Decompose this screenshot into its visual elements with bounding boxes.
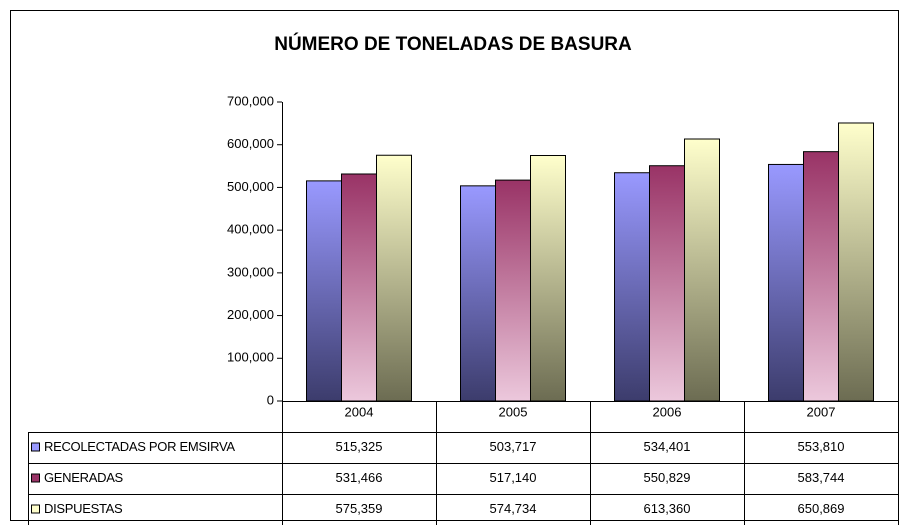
table-value: 575,359 bbox=[336, 501, 383, 516]
bar bbox=[649, 165, 685, 402]
table-value: 553,810 bbox=[798, 439, 845, 454]
chart-frame bbox=[10, 10, 899, 521]
x-tick-label: 2004 bbox=[345, 404, 374, 419]
table-value: 503,717 bbox=[490, 439, 537, 454]
table-value: 517,140 bbox=[490, 470, 537, 485]
bar bbox=[495, 179, 531, 402]
bar bbox=[306, 180, 342, 402]
y-tick-label: 100,000 bbox=[227, 350, 274, 365]
table-value: 583,744 bbox=[798, 470, 845, 485]
bar bbox=[341, 173, 377, 402]
legend-key bbox=[31, 473, 40, 483]
y-tick-label: 300,000 bbox=[227, 264, 274, 279]
table-value: 574,734 bbox=[490, 501, 537, 516]
y-tick-label: 600,000 bbox=[227, 136, 274, 151]
table-value: 515,325 bbox=[336, 439, 383, 454]
bar bbox=[684, 138, 720, 402]
y-tick-label: 500,000 bbox=[227, 179, 274, 194]
y-tick-label: 400,000 bbox=[227, 222, 274, 237]
legend-label: DISPUESTAS bbox=[44, 501, 123, 516]
table-value: 531,466 bbox=[336, 470, 383, 485]
legend-key bbox=[31, 442, 40, 452]
bar bbox=[614, 172, 650, 402]
table-value: 613,360 bbox=[644, 501, 691, 516]
y-tick-label: 700,000 bbox=[227, 93, 274, 108]
x-tick-label: 2006 bbox=[653, 404, 682, 419]
bar bbox=[376, 154, 412, 402]
bar bbox=[838, 122, 874, 402]
bar bbox=[768, 163, 804, 402]
y-tick-label: 200,000 bbox=[227, 307, 274, 322]
chart-title: NÚMERO DE TONELADAS DE BASURA bbox=[274, 33, 632, 55]
bar bbox=[460, 185, 496, 402]
table-value: 550,829 bbox=[644, 470, 691, 485]
table-value: 650,869 bbox=[798, 501, 845, 516]
x-tick-label: 2005 bbox=[499, 404, 528, 419]
legend-label: GENERADAS bbox=[44, 470, 124, 485]
legend-key bbox=[31, 504, 40, 514]
y-tick-label: 0 bbox=[267, 392, 274, 407]
bar bbox=[803, 151, 839, 402]
bar bbox=[530, 155, 566, 402]
table-value: 534,401 bbox=[644, 439, 691, 454]
legend-label: RECOLECTADAS POR EMSIRVA bbox=[44, 439, 235, 454]
x-tick-label: 2007 bbox=[807, 404, 836, 419]
